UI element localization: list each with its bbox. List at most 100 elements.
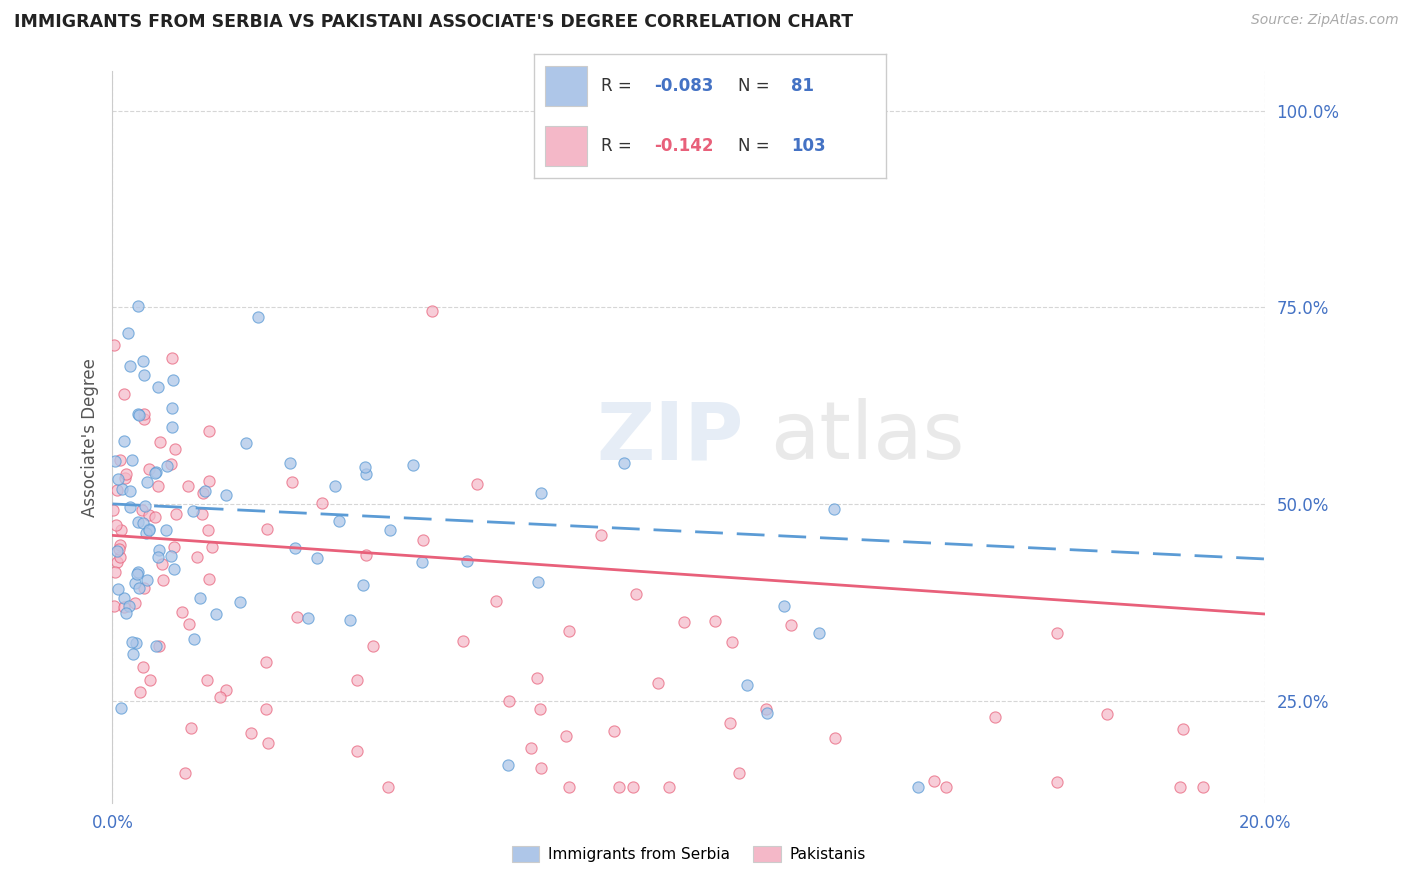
Point [254,655,277,669]
Point [328,514,350,528]
Point [352,577,374,591]
Point [117,326,139,340]
Point [105,555,128,569]
Point [121,634,143,648]
Point [420,304,443,318]
Point [138,461,160,475]
Point [755,702,778,716]
Point [1046,625,1069,640]
Point [201,540,224,554]
Point [127,515,149,529]
Point [138,524,160,538]
Point [124,575,146,590]
Text: R =: R = [602,77,637,95]
Point [163,562,186,576]
Point [163,442,186,457]
Point [136,573,159,587]
Point [162,373,184,387]
Point [380,524,402,538]
Point [135,526,157,541]
Point [143,509,166,524]
Point [138,522,160,536]
Point [111,482,134,496]
Point [132,353,155,368]
Point [104,566,127,580]
Point [195,673,218,687]
Point [139,673,162,688]
Point [721,634,744,648]
Point [647,675,669,690]
Point [136,475,159,489]
Point [143,466,166,480]
Point [465,477,488,491]
Point [125,636,148,650]
Text: -0.142: -0.142 [654,137,713,155]
Point [621,780,644,794]
Point [246,310,269,324]
Point [529,701,551,715]
Point [114,467,136,482]
Point [160,420,183,434]
Point [526,671,548,685]
Point [1191,780,1213,794]
Point [558,780,581,794]
Point [181,503,204,517]
Y-axis label: Associate's Degree: Associate's Degree [80,358,98,516]
Point [120,484,142,499]
Point [558,624,581,638]
Text: atlas: atlas [769,398,965,476]
Point [922,773,945,788]
Point [114,471,136,485]
Point [191,485,214,500]
Point [101,503,124,517]
Point [907,780,929,794]
Point [170,605,193,619]
Point [354,548,377,562]
Point [1046,775,1069,789]
Point [215,488,238,502]
Point [412,533,434,548]
Point [718,715,741,730]
Point [148,543,170,558]
Point [658,780,681,794]
Point [104,454,127,468]
Point [179,617,201,632]
Point [112,387,135,401]
Point [256,522,278,536]
Point [105,483,128,498]
Point [197,573,219,587]
Point [127,565,149,579]
Point [127,300,149,314]
Point [150,557,173,571]
Point [108,550,131,565]
Point [727,765,749,780]
Point [229,594,252,608]
Point [155,523,177,537]
Point [520,741,543,756]
Text: 103: 103 [790,137,825,155]
Text: IMMIGRANTS FROM SERBIA VS PAKISTANI ASSOCIATE'S DEGREE CORRELATION CHART: IMMIGRANTS FROM SERBIA VS PAKISTANI ASSO… [14,13,853,31]
Point [127,566,149,581]
Text: Source: ZipAtlas.com: Source: ZipAtlas.com [1251,13,1399,28]
Point [114,606,136,620]
Point [180,721,202,735]
Point [132,368,155,383]
Point [197,523,219,537]
Point [307,551,329,566]
Text: -0.083: -0.083 [654,77,713,95]
Point [162,541,184,555]
Point [112,599,135,614]
Point [672,615,695,629]
Point [191,508,214,522]
Bar [544,66,586,106]
Point [132,516,155,530]
Point [339,613,361,627]
Point [112,591,135,606]
Point [214,682,236,697]
Point [451,634,474,648]
Point [779,618,801,632]
Text: N =: N = [738,137,775,155]
Point [107,582,129,596]
Point [311,496,333,510]
Point [240,726,263,740]
